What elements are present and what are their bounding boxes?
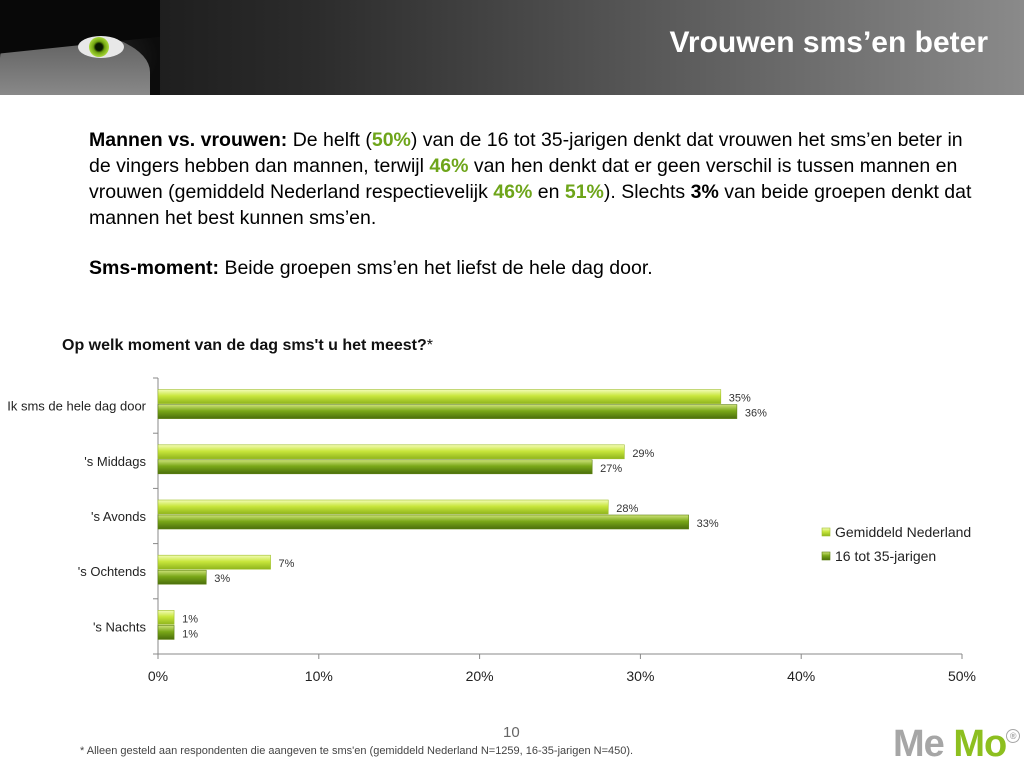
paragraph-mannen-vrouwen: Mannen vs. vrouwen: De helft (50%) van d… — [89, 129, 972, 229]
data-label: 7% — [279, 558, 295, 570]
bar — [157, 625, 175, 640]
highlight-value: 51% — [564, 181, 604, 203]
x-tick-label: 30% — [626, 668, 654, 684]
paragraph-sms-moment: Sms-moment: Beide groepen sms’en het lie… — [89, 257, 653, 279]
legend-label: Gemiddeld Nederland — [835, 524, 971, 540]
data-label: 3% — [214, 573, 230, 585]
paragraph-lead: Mannen vs. vrouwen: — [89, 129, 288, 151]
category-label: 's Middags — [84, 454, 146, 469]
category-label: 's Ochtends — [78, 564, 147, 579]
bar — [157, 404, 738, 419]
highlight-value: 46% — [493, 181, 533, 203]
bar — [157, 554, 271, 570]
category-label: 's Nachts — [93, 619, 147, 634]
x-tick-label: 40% — [787, 668, 815, 684]
data-label: 36% — [745, 408, 767, 420]
data-label: 28% — [616, 503, 638, 515]
bar — [157, 499, 609, 515]
header-bar: Vrouwen sms’en beter — [0, 0, 1024, 95]
x-tick-label: 50% — [948, 668, 976, 684]
category-label: 's Avonds — [91, 509, 147, 524]
bar-chart: 0% 10% 20% 30% 40% 50% Ik sms de hele dag door… — [7, 377, 976, 684]
chart-title: Op welk moment van de dag sms't u het me… — [62, 337, 434, 354]
page-title: Vrouwen sms’en beter — [669, 26, 988, 59]
bar — [157, 514, 689, 530]
memo-logo: Me Mo ® — [893, 723, 1021, 766]
x-tick-label: 20% — [466, 668, 494, 684]
bar — [157, 389, 722, 404]
header-photo — [0, 0, 160, 95]
bar — [157, 569, 207, 585]
highlight-value: 46% — [429, 155, 469, 177]
data-label: 33% — [697, 518, 719, 530]
category-label: Ik sms de hele dag door — [7, 399, 146, 414]
highlight-value: 3% — [690, 181, 719, 203]
page-number: 10 — [503, 724, 520, 741]
bar — [157, 444, 625, 460]
paragraph-lead: Sms-moment: — [89, 257, 220, 279]
x-tick-label: 10% — [305, 668, 333, 684]
bar — [157, 610, 175, 625]
legend-swatch — [821, 551, 831, 561]
data-label: 29% — [632, 448, 654, 460]
footnote: * Alleen gesteld aan respondenten die aa… — [80, 745, 634, 757]
data-label: 35% — [729, 393, 751, 405]
legend-label: 16 tot 35-jarigen — [835, 548, 936, 564]
data-label: 27% — [600, 463, 622, 475]
bar — [157, 459, 593, 475]
legend-swatch — [821, 527, 831, 537]
highlight-value: 50% — [371, 129, 411, 151]
body-text: Mannen vs. vrouwen: De helft (50%) van d… — [89, 127, 974, 305]
data-label: 1% — [182, 628, 198, 640]
x-tick-label: 0% — [148, 668, 168, 684]
data-label: 1% — [182, 613, 198, 625]
